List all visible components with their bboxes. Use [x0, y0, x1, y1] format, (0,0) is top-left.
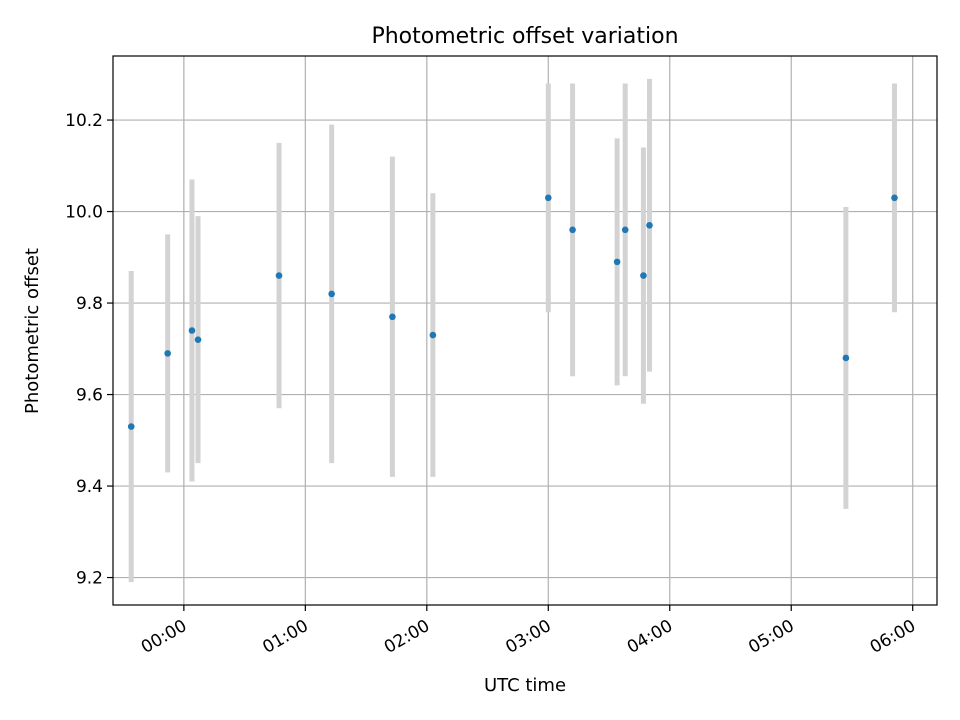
data-point: [188, 327, 196, 334]
chart-title: Photometric offset variation: [371, 24, 678, 49]
grid: [113, 56, 937, 605]
data-point: [640, 272, 647, 279]
data-point: [842, 354, 850, 362]
data-point: [621, 226, 629, 234]
x-tick-label: 00:00: [138, 616, 190, 658]
data-point: [646, 221, 653, 229]
x-tick-label: 01:00: [259, 616, 311, 658]
x-axis-label: UTC time: [484, 675, 566, 696]
y-tick-label: 10.2: [65, 111, 103, 131]
data-point: [569, 226, 576, 234]
data-point: [891, 194, 898, 202]
x-tick-label: 04:00: [624, 616, 676, 658]
y-tick-label: 9.8: [76, 294, 103, 314]
x-axis-ticks: 00:00 01:00 02:00 03:00 04:00 05:00 06:00: [138, 605, 919, 658]
y-axis-label: Photometric offset: [22, 248, 43, 414]
data-point: [127, 423, 135, 430]
data-points: [127, 194, 898, 430]
data-point: [613, 258, 621, 266]
x-tick-label: 06:00: [867, 616, 919, 658]
y-tick-label: 9.4: [76, 477, 103, 497]
x-tick-label: 05:00: [745, 616, 797, 658]
data-point: [389, 313, 396, 321]
x-tick-label: 02:00: [381, 616, 433, 658]
x-tick-label: 03:00: [502, 616, 554, 658]
plot-frame: [112, 55, 938, 606]
y-tick-label: 10.0: [65, 203, 103, 223]
data-point: [429, 331, 437, 339]
data-point: [194, 336, 202, 343]
y-axis-ticks: 9.2 9.4 9.6 9.8 10.0 10.2: [65, 111, 113, 589]
data-point: [164, 350, 171, 357]
data-point: [275, 272, 283, 279]
error-bars: [128, 78, 897, 583]
data-point: [328, 290, 335, 298]
y-tick-label: 9.2: [76, 569, 103, 589]
data-point: [544, 194, 552, 202]
y-tick-label: 9.6: [76, 386, 103, 406]
